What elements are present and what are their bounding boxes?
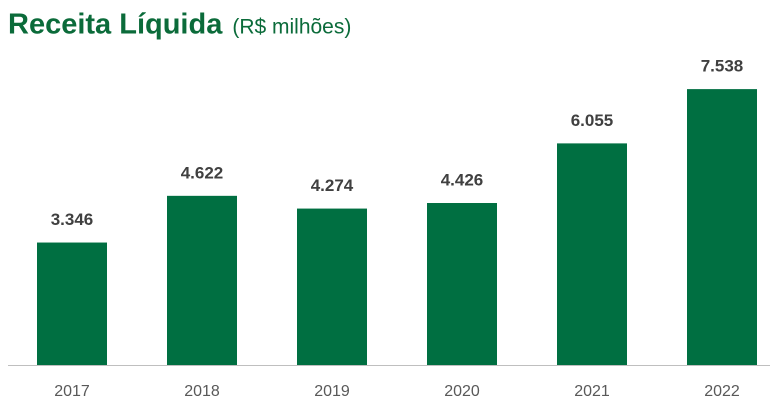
data-label: 3.346 bbox=[51, 210, 94, 229]
bar bbox=[687, 89, 757, 366]
x-tick-label: 2017 bbox=[54, 383, 90, 400]
data-label: 4.274 bbox=[311, 176, 354, 195]
chart-title: Receita Líquida bbox=[8, 9, 223, 41]
x-tick-label: 2019 bbox=[314, 383, 350, 400]
x-tick-label: 2018 bbox=[184, 383, 220, 400]
data-label: 6.055 bbox=[571, 111, 614, 130]
bar bbox=[167, 195, 237, 365]
x-tick-label: 2020 bbox=[444, 383, 480, 400]
data-label: 7.538 bbox=[701, 57, 744, 76]
bar bbox=[557, 143, 627, 365]
data-label: 4.622 bbox=[181, 163, 224, 182]
bar bbox=[297, 208, 367, 365]
bar bbox=[427, 203, 497, 365]
x-tick-label: 2022 bbox=[704, 383, 740, 400]
x-tick-label: 2021 bbox=[574, 383, 610, 400]
chart-subtitle: (R$ milhões) bbox=[232, 16, 351, 39]
bar bbox=[37, 242, 107, 365]
data-label: 4.426 bbox=[441, 170, 484, 189]
